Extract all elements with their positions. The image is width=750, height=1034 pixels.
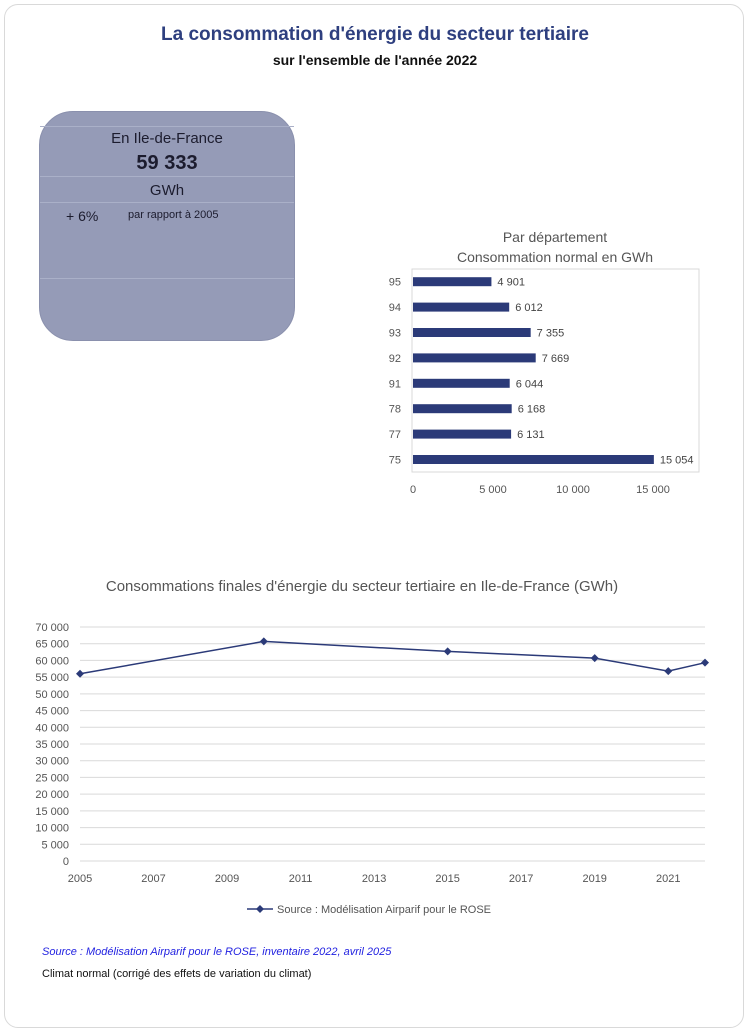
bar-value-label: 7 355 — [537, 328, 565, 340]
bar-x-tick-label: 0 — [410, 484, 416, 496]
series-line — [79, 640, 706, 675]
kpi-divider — [40, 278, 294, 279]
bar-chart-title: Par département — [503, 229, 607, 245]
line-y-tick-label: 70 000 — [35, 622, 69, 634]
bar — [413, 302, 510, 312]
line-y-tick-label: 5 000 — [41, 839, 69, 851]
line-y-tick-label: 10 000 — [35, 823, 69, 835]
trend-line-chart: Consommations finales d'énergie du secte… — [35, 578, 709, 916]
bar — [413, 353, 536, 363]
page-subtitle: sur l'ensemble de l'année 2022 — [272, 52, 478, 68]
line-x-tick-label: 2007 — [141, 873, 165, 885]
bar — [413, 328, 531, 337]
bar — [413, 455, 654, 464]
page-frame — [4, 4, 744, 1028]
line-y-tick-label: 30 000 — [35, 756, 69, 768]
line-y-tick-label: 50 000 — [35, 689, 69, 701]
line-x-tick-label: 2017 — [509, 873, 533, 885]
bar-value-label: 4 901 — [497, 277, 525, 289]
line-y-tick-label: 35 000 — [35, 739, 69, 751]
line-x-tick-label: 2019 — [582, 873, 606, 885]
legend-label: Source : Modélisation Airparif pour le R… — [277, 904, 491, 916]
line-y-tick-label: 45 000 — [35, 706, 69, 718]
bar-value-label: 7 669 — [542, 353, 570, 365]
bar-category-label: 92 — [389, 353, 401, 365]
bar-category-label: 94 — [389, 302, 401, 314]
bar — [413, 277, 492, 287]
line-y-tick-label: 20 000 — [35, 789, 69, 801]
kpi-reference: par rapport à 2005 — [128, 209, 219, 221]
source-note: Source : Modélisation Airparif pour le R… — [42, 946, 392, 958]
series-point — [76, 669, 84, 678]
bar-category-label: 77 — [389, 429, 401, 441]
series-point — [443, 647, 452, 656]
line-y-tick-label: 25 000 — [35, 772, 69, 784]
line-x-tick-label: 2015 — [435, 873, 459, 885]
line-x-tick-label: 2011 — [289, 873, 313, 885]
series-point — [664, 667, 673, 676]
line-x-tick-label: 2009 — [215, 873, 239, 885]
line-y-tick-label: 0 — [63, 856, 69, 868]
bar-value-label: 6 044 — [516, 378, 544, 390]
department-bar-chart: Par département Consommation normal en G… — [389, 229, 700, 496]
climate-note: Climat normal (corrigé des effets de var… — [42, 968, 312, 980]
bar-value-label: 15 054 — [660, 455, 694, 467]
kpi-value: 59 333 — [136, 152, 198, 174]
bar-x-tick-label: 5 000 — [479, 484, 507, 496]
kpi-card: En Ile-de-France 59 333 GWh + 6% par rap… — [39, 111, 295, 341]
kpi-region-label: En Ile-de-France — [111, 130, 223, 147]
bar — [413, 378, 510, 388]
kpi-divider — [40, 126, 294, 127]
bar-value-label: 6 012 — [515, 302, 543, 314]
legend-marker — [256, 905, 264, 913]
line-x-tick-label: 2021 — [656, 873, 680, 885]
bar — [413, 429, 512, 439]
bar-plot-area — [411, 268, 700, 473]
line-x-tick-label: 2005 — [68, 873, 92, 885]
bar-value-label: 6 168 — [518, 404, 546, 416]
series-point — [590, 654, 599, 663]
line-y-tick-label: 40 000 — [35, 722, 69, 734]
bar-category-label: 95 — [389, 277, 401, 289]
bar-chart-subtitle: Consommation normal en GWh — [457, 249, 653, 265]
series-point — [259, 637, 268, 646]
bar-value-label: 6 131 — [517, 429, 545, 441]
line-y-tick-label: 65 000 — [35, 639, 69, 651]
line-y-tick-label: 15 000 — [35, 806, 69, 818]
line-chart-title: Consommations finales d'énergie du secte… — [106, 578, 618, 595]
kpi-divider — [40, 176, 294, 177]
line-x-tick-label: 2013 — [362, 873, 386, 885]
page-title: La consommation d'énergie du secteur ter… — [161, 24, 589, 45]
bar-x-tick-label: 15 000 — [636, 484, 670, 496]
bar-category-label: 78 — [389, 404, 401, 416]
bar — [413, 404, 512, 414]
bar-category-label: 91 — [389, 378, 401, 390]
bar-x-tick-label: 10 000 — [556, 484, 590, 496]
bar-category-label: 75 — [389, 455, 401, 467]
kpi-change: + 6% — [66, 208, 99, 224]
kpi-unit: GWh — [149, 182, 185, 199]
bar-category-label: 93 — [389, 328, 401, 340]
kpi-divider — [40, 202, 294, 203]
line-y-tick-label: 60 000 — [35, 655, 69, 667]
series-point — [701, 658, 709, 667]
line-y-tick-label: 55 000 — [35, 672, 69, 684]
